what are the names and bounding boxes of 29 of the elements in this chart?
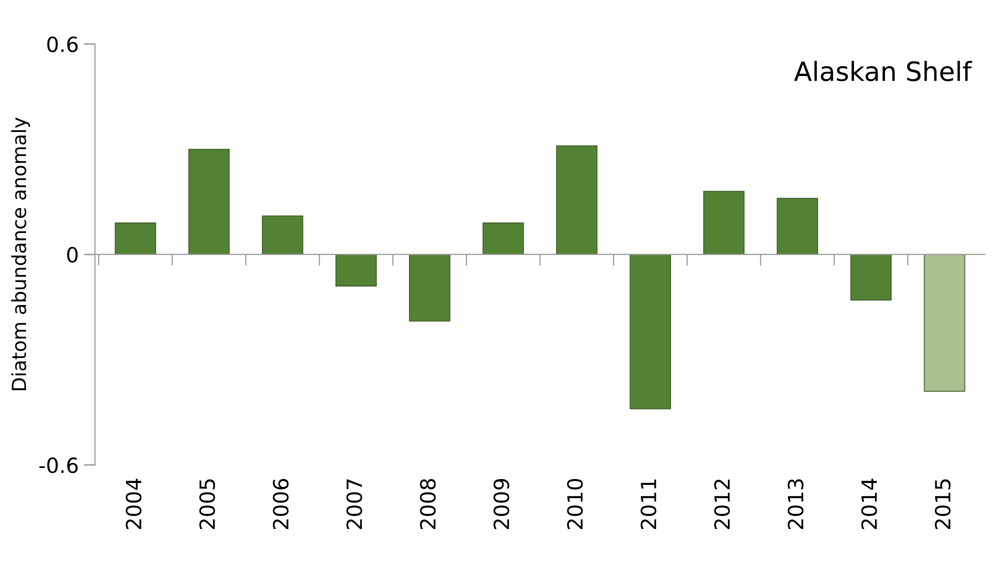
- bar: [703, 190, 745, 255]
- x-tick-label: 2007: [346, 479, 362, 530]
- x-tick-label: 2013: [788, 479, 804, 530]
- bar: [335, 254, 377, 286]
- x-tick-label: 2011: [640, 479, 656, 530]
- bar: [776, 198, 818, 255]
- y-tick-label: -0.6: [39, 457, 78, 474]
- x-tick-label: 2009: [494, 479, 510, 530]
- x-tick-label: 2006: [272, 478, 289, 530]
- bar: [409, 254, 450, 322]
- text: Alaskan Shelf: [794, 60, 972, 82]
- x-tick-label: 2005: [199, 479, 216, 530]
- x-tick-label: 2008: [420, 478, 436, 530]
- bar: [482, 222, 524, 255]
- bar: [262, 215, 304, 255]
- x-tick-label: 2012: [714, 480, 730, 530]
- y-tick-label: 0: [67, 246, 78, 263]
- bar: [924, 254, 966, 392]
- x-tick-label: 2004: [126, 478, 142, 530]
- x-tick-label: 2015: [934, 479, 951, 530]
- bar: [188, 148, 230, 255]
- x-tick-label: 2010: [567, 478, 583, 530]
- bar: [630, 254, 671, 410]
- x-tick-label: 2014: [861, 478, 878, 530]
- bar: [556, 145, 598, 255]
- bar: [114, 222, 156, 255]
- y-axis-title: Diatom abundance anomaly: [11, 117, 30, 390]
- y-tick-label: 0.6: [47, 36, 78, 52]
- bar: [850, 254, 892, 300]
